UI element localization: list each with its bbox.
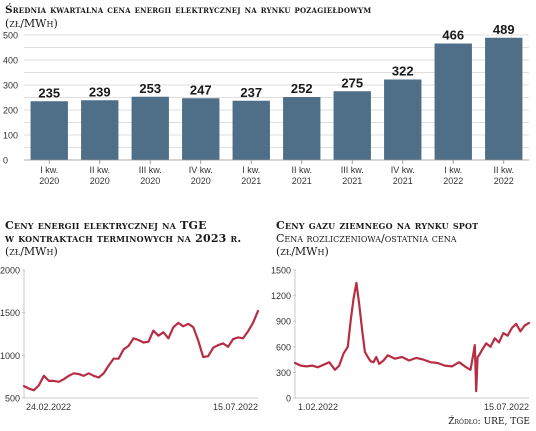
power-series-line <box>22 309 260 392</box>
gas-chart-title: Ceny gazu ziemnego na rynku spot <box>276 219 479 232</box>
power-x-end-label: 15.07.2022 <box>213 402 258 412</box>
bar-x-tick-label: II kw. <box>89 165 110 175</box>
bar <box>384 79 422 160</box>
bar-value-label: 466 <box>442 28 464 43</box>
gas-chart-unit: (zł/MWh) <box>276 245 329 258</box>
gas-y-tick-label: 0 <box>286 394 291 404</box>
gas-y-tick-label: 1500 <box>271 266 291 276</box>
bar-value-label: 235 <box>38 85 60 100</box>
bar-y-tick-label: 100 <box>3 131 18 141</box>
gas-x-end-label: 15.07.2022 <box>484 402 529 412</box>
bar-value-label: 237 <box>240 85 262 100</box>
bar-value-label: 252 <box>291 81 313 96</box>
gas-y-tick-label: 300 <box>276 368 291 378</box>
bar-x-tick-label: III kw. <box>341 165 364 175</box>
gas-series-line <box>293 281 531 393</box>
bar-x-tick-label: I kw. <box>242 165 260 175</box>
bar-x-tick-label-year: 2021 <box>292 176 312 186</box>
source-note: Źródło: URE, TGE <box>448 417 530 427</box>
bar-value-label: 239 <box>89 84 111 99</box>
power-chart-title: Ceny energii elektrycznej na TGE <box>5 219 207 232</box>
bar-y-tick-label: 200 <box>3 106 18 116</box>
power-y-tick-label: 2000 <box>0 266 20 276</box>
power-y-tick-label: 500 <box>5 394 20 404</box>
bar <box>485 37 523 160</box>
bar-value-label: 247 <box>190 82 212 97</box>
bar-x-tick-label: II kw. <box>291 165 312 175</box>
bar-y-tick-label: 500 <box>3 31 18 41</box>
bar-value-label: 275 <box>341 75 363 90</box>
gas-x-start-label: 1.02.2022 <box>298 402 338 412</box>
gas-y-tick-label: 900 <box>276 317 291 327</box>
bar-x-tick-label-year: 2021 <box>342 176 362 186</box>
bar-x-tick-label: II kw. <box>493 165 514 175</box>
bar-x-tick-label: IV kw. <box>391 165 415 175</box>
power-x-start-label: 24.02.2022 <box>26 402 71 412</box>
bar <box>30 101 68 160</box>
bar-x-tick-label: III kw. <box>139 165 162 175</box>
bar-x-tick-label: I kw. <box>40 165 58 175</box>
bar-x-tick-label-year: 2022 <box>443 176 463 186</box>
bar-x-tick-label-year: 2021 <box>393 176 413 186</box>
bar <box>333 91 371 160</box>
bar-value-label: 489 <box>493 22 515 37</box>
bar <box>434 43 472 160</box>
bar <box>283 97 321 160</box>
gas-y-tick-label: 600 <box>276 342 291 352</box>
bar <box>182 98 220 160</box>
bar-x-tick-label-year: 2020 <box>140 176 160 186</box>
power-chart-title-line2: w kontraktach terminowych na 2023 r. <box>5 232 242 245</box>
bar-x-tick-label-year: 2022 <box>494 176 514 186</box>
bar-chart-unit: (zł/MWh) <box>5 17 58 30</box>
gas-y-tick-label: 1200 <box>271 291 291 301</box>
bar-x-tick-label: IV kw. <box>189 165 213 175</box>
bar-x-tick-label-year: 2020 <box>39 176 59 186</box>
bar <box>232 100 270 160</box>
bar-x-tick-label-year: 2020 <box>191 176 211 186</box>
bar <box>81 100 119 160</box>
bar <box>131 96 169 160</box>
bar-value-label: 322 <box>392 64 414 79</box>
gas-chart-subtitle: Cena rozliczeniowa/ostatnia cena <box>276 232 457 245</box>
bar-chart-title: Średnia kwartalna cena energii elektrycz… <box>5 4 372 16</box>
bar-y-tick-label: 0 <box>3 156 8 166</box>
bar-y-tick-label: 400 <box>3 56 18 66</box>
bar-y-tick-label: 300 <box>3 81 18 91</box>
power-y-tick-label: 1000 <box>0 351 20 361</box>
power-chart-unit: (zł/MWh) <box>5 245 58 258</box>
bar-x-tick-label: I kw. <box>444 165 462 175</box>
bar-x-tick-label-year: 2021 <box>241 176 261 186</box>
bar-value-label: 253 <box>139 81 161 96</box>
power-y-tick-label: 1500 <box>0 308 20 318</box>
bar-x-tick-label-year: 2020 <box>90 176 110 186</box>
